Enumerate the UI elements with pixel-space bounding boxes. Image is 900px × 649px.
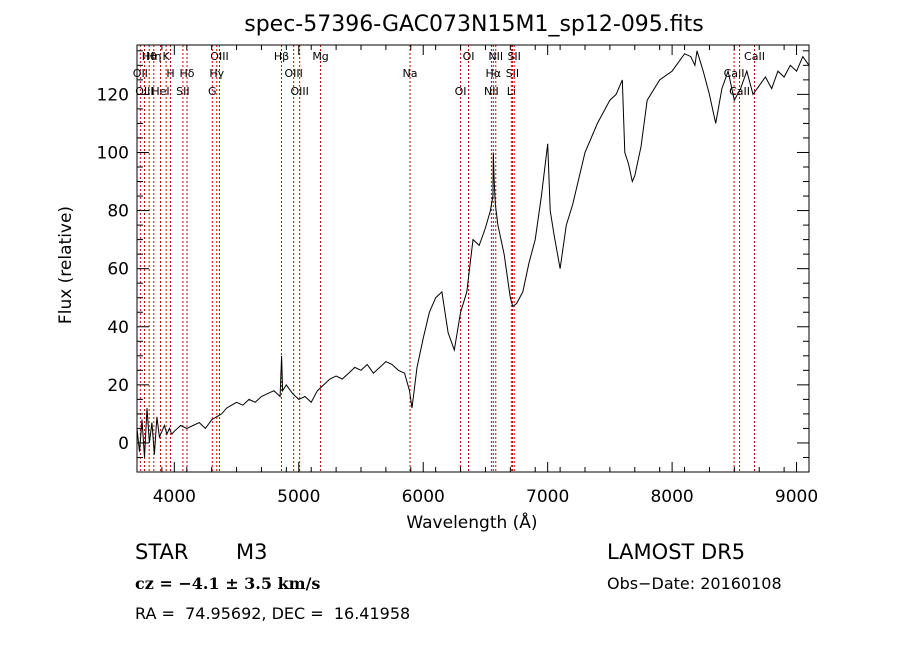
y-tick-label: 80 (107, 202, 129, 222)
line-label: SII (176, 85, 189, 98)
radial-velocity: cz = −4.1 ± 3.5 km/s (135, 574, 321, 593)
x-tick-label: 8000 (650, 487, 693, 507)
object-subclass: M3 (236, 540, 268, 564)
x-tick-label: 4000 (153, 487, 196, 507)
line-label: Hδ (180, 67, 195, 80)
survey-name: LAMOST DR5 (607, 540, 746, 564)
y-tick-label: 0 (118, 434, 129, 454)
x-axis-label: Wavelength (Å) (406, 511, 537, 533)
spectrum-line (136, 50, 810, 458)
x-tick-label: 9000 (775, 487, 818, 507)
line-label: Hη (146, 50, 161, 63)
line-label: H (166, 67, 174, 80)
line-label: G (208, 85, 217, 98)
y-tick-label: 120 (97, 85, 129, 105)
line-label: K (163, 50, 171, 63)
line-label: Hγ (209, 67, 224, 80)
line-label: NII (484, 85, 499, 98)
line-label: Mg (312, 50, 328, 63)
y-tick-label: 40 (107, 318, 129, 338)
y-tick-label: 60 (107, 260, 129, 280)
obs-date: Obs−Date: 20160108 (607, 574, 782, 593)
emission-line-markers: HθOIIOIIIKHHeIHηHδSIIOIIIHγGHβOIIIOIIIMg… (133, 45, 765, 472)
line-label: OII (133, 67, 148, 80)
line-label: OIII (290, 85, 308, 98)
x-tick-label: 7000 (526, 487, 569, 507)
line-label: Hβ (274, 50, 289, 63)
line-label: SII (506, 67, 519, 80)
line-label: OI (463, 50, 475, 63)
line-label: Na (403, 67, 418, 80)
coordinates: RA = 74.95692, DEC = 16.41958 (135, 604, 411, 623)
line-label: OI (455, 85, 467, 98)
line-label: SII (507, 50, 520, 63)
plot-frame (136, 44, 810, 473)
y-axis-label: Flux (relative) (56, 206, 76, 324)
line-label: OIII (210, 50, 228, 63)
y-tick-label: 20 (107, 376, 129, 396)
line-label: OIII (284, 67, 302, 80)
x-tick-label: 5000 (277, 487, 320, 507)
line-label: Hθ (142, 50, 157, 63)
y-tick-label: 100 (97, 143, 129, 163)
line-label: CaII (744, 50, 765, 63)
line-label: Li (507, 85, 516, 98)
x-tick-label: 6000 (402, 487, 445, 507)
chart-title: spec-57396-GAC073N15M1_sp12-095.fits (244, 12, 704, 37)
line-label: HeI (151, 85, 169, 98)
object-class: STAR (135, 540, 189, 564)
line-label: NII (488, 50, 503, 63)
axis-ticks: 4000 5000 6000 7000 8000 9000 0 20 40 60 80 100 120 (97, 45, 818, 507)
line-label: Hα (486, 67, 502, 80)
